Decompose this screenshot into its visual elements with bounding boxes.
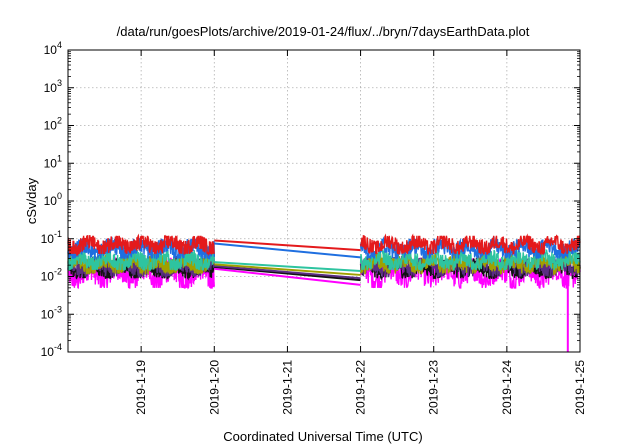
y-tick-label: 102 [44,116,62,133]
series-0 [67,233,581,257]
series-0-gap-line [214,239,361,252]
y-tick-label: 10-1 [41,229,62,246]
x-tick-label: 2019-1-25 [573,360,587,415]
x-tick-label: 2019-1-22 [354,360,368,415]
series-4-gap-line [214,264,361,280]
series-0-line [359,233,581,256]
x-tick-label: 2019-1-19 [134,360,148,415]
x-axis: 2019-1-19 2019-1-20 2019-1-21 2019-1-22 2019… [134,50,587,415]
x-axis-label: Coordinated Universal Time (UTC) [223,429,422,444]
series-1-gap-line [214,242,361,259]
series-0-line [67,233,215,257]
y-axis: 10-4 10-3 10-2 10-1 100 101 102 103 104 [41,40,580,359]
y-tick-label: 10-4 [41,342,62,359]
chart-title: /data/run/goesPlots/archive/2019-01-24/f… [117,24,530,39]
x-tick-label: 2019-1-21 [280,360,294,415]
series-5-gap-line [214,265,361,282]
y-tick-label: 104 [44,40,62,57]
y-tick-label: 103 [44,78,62,95]
y-tick-label: 10-3 [41,304,62,321]
series-6-gap-line [214,267,361,286]
x-tick-label: 2019-1-23 [427,360,441,415]
series-group [67,233,581,352]
x-tick-label: 2019-1-24 [500,360,514,415]
series-2-line [67,247,215,272]
y-tick-label: 100 [44,191,62,208]
series-2-gap-line [214,261,361,272]
grid [68,49,581,353]
y-tick-label: 101 [44,153,62,170]
y-axis-label: cSv/day [24,177,39,224]
y-tick-label: 10-2 [41,267,62,284]
series-3-gap-line [214,263,361,276]
x-tick-label: 2019-1-20 [207,360,221,415]
